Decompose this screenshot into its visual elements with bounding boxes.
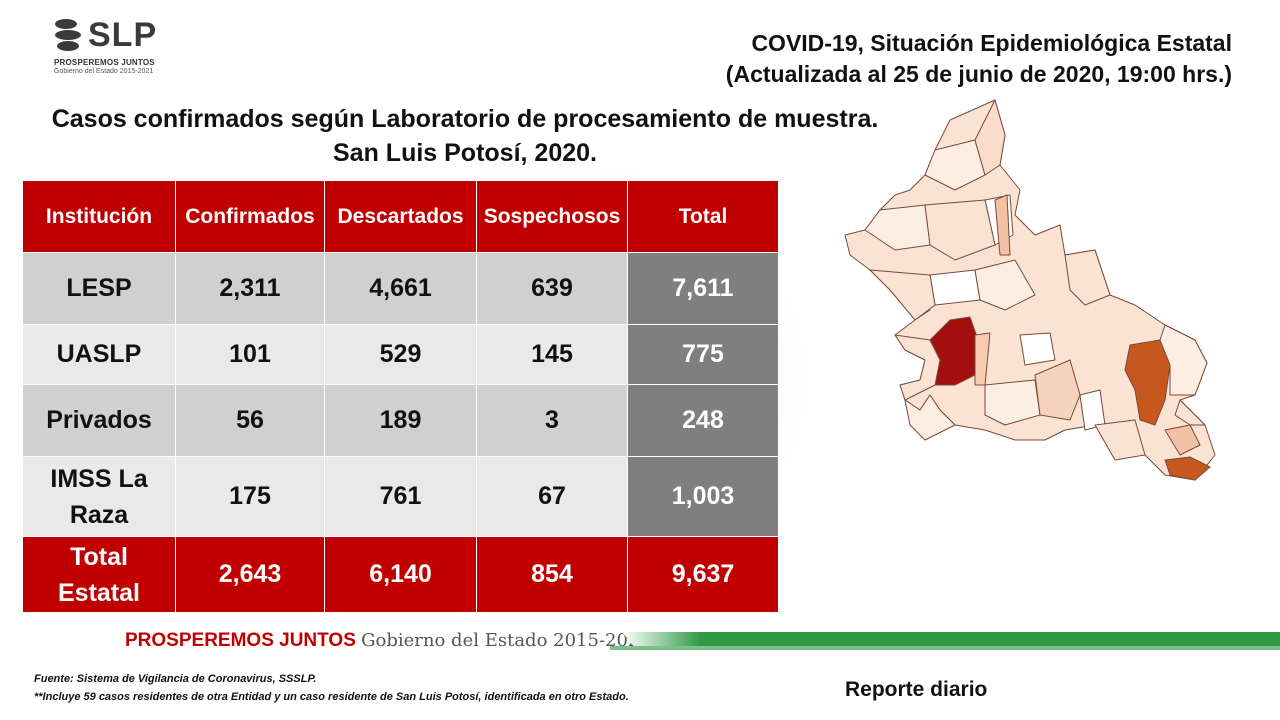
cell-sospechosos: 67 (476, 456, 628, 537)
cell-descartados: 4,661 (324, 252, 477, 325)
map-municipality (974, 99, 1006, 176)
total-label-line-1: Total (70, 542, 128, 571)
cell-sospechosos: 639 (476, 252, 628, 325)
map-municipality (869, 269, 936, 321)
logo-subline: Gobierno del Estado 2015-2021 (54, 68, 154, 75)
table-row: IMSS La Raza 175 761 67 1,003 (22, 456, 779, 537)
map-municipality (929, 269, 981, 306)
cell-sospechosos: 3 (476, 384, 628, 457)
source-notes: Fuente: Sistema de Vigilancia de Coronav… (34, 670, 629, 706)
header-line-1: COVID-19, Situación Epidemiológica Estat… (751, 30, 1232, 56)
header-confirmados: Confirmados (175, 180, 325, 253)
map-municipality (984, 379, 1041, 426)
map-municipality-high (1164, 456, 1211, 481)
footer-band: PROSPEREMOS JUNTOS Gobierno del Estado 2… (125, 630, 651, 652)
cell-institution-line-2: Raza (69, 500, 129, 529)
cell-total: 775 (627, 324, 779, 385)
map-municipality (994, 194, 1011, 256)
map-municipality (1174, 399, 1206, 426)
map-municipality (1034, 359, 1081, 421)
header-line-2: (Actualizada al 25 de junio de 2020, 19:… (725, 61, 1232, 87)
footer-green-bar (622, 632, 1280, 648)
table-row: UASLP 101 529 145 775 (22, 324, 779, 385)
cell-sospechosos: 145 (476, 324, 628, 385)
slp-logo: SLP PROSPEREMOS JUNTOS Gobierno del Esta… (50, 16, 170, 80)
map-municipality (1164, 424, 1201, 456)
note-text: **Incluye 59 casos residentes de otra En… (34, 691, 629, 703)
footer-band-red-text: PROSPEREMOS JUNTOS (125, 630, 356, 651)
cell-total-label: Total Estatal (22, 536, 176, 613)
cell-institution: Privados (22, 384, 176, 457)
table-total-row: Total Estatal 2,643 6,140 854 9,637 (22, 536, 779, 613)
map-municipality (924, 139, 986, 191)
map-municipality (904, 394, 956, 441)
map-municipality (864, 204, 931, 251)
cell-descartados: 529 (324, 324, 477, 385)
daily-report-label: Reporte diario (845, 678, 988, 701)
table-title-line-1: Casos confirmados según Laboratorio de p… (51, 105, 879, 133)
map-municipality (1159, 324, 1208, 396)
table-row: Privados 56 189 3 248 (22, 384, 779, 457)
cell-total-sospechosos: 854 (476, 536, 628, 613)
cell-total: 1,003 (627, 456, 779, 537)
table-row: LESP 2,311 4,661 639 7,611 (22, 252, 779, 325)
footer-green-line (610, 646, 1280, 650)
map-municipality (1094, 419, 1146, 461)
table-title-line-2: San Luis Potosí, 2020. (333, 139, 597, 167)
total-label-line-2: Estatal (58, 578, 140, 607)
cell-descartados: 761 (324, 456, 477, 537)
cell-total: 7,611 (627, 252, 779, 325)
header-total: Total (627, 180, 779, 253)
cell-confirmados: 175 (175, 456, 325, 537)
cell-confirmados: 56 (175, 384, 325, 457)
logo-tagline: PROSPEREMOS JUNTOS (54, 58, 155, 67)
lab-cases-table: Institución Confirmados Descartados Sosp… (22, 180, 779, 613)
logo-wordmark: SLP (88, 16, 158, 54)
source-text: Fuente: Sistema de Vigilancia de Coronav… (34, 673, 317, 685)
map-municipality (1064, 249, 1111, 306)
cell-descartados: 189 (324, 384, 477, 457)
cell-total-total: 9,637 (627, 536, 779, 613)
cell-confirmados: 101 (175, 324, 325, 385)
page-header: COVID-19, Situación Epidemiológica Estat… (726, 28, 1232, 90)
map-municipality (924, 199, 996, 261)
cell-total-descartados: 6,140 (324, 536, 477, 613)
cell-confirmados: 2,311 (175, 252, 325, 325)
map-municipality (894, 334, 941, 401)
cell-institution-line-1: IMSS La (50, 464, 148, 493)
cell-total: 248 (627, 384, 779, 457)
table-header-row: Institución Confirmados Descartados Sosp… (22, 180, 779, 253)
cell-institution: LESP (22, 252, 176, 325)
footer-band-gray-text: Gobierno del Estado 2015-2021 (361, 630, 651, 651)
header-descartados: Descartados (324, 180, 477, 253)
header-institucion: Institución (22, 180, 176, 253)
table-title: Casos confirmados según Laboratorio de p… (0, 102, 930, 170)
map-municipality (974, 259, 1036, 311)
cell-total-confirmados: 2,643 (175, 536, 325, 613)
map-municipality (1019, 332, 1056, 366)
slp-municipality-map (844, 99, 1216, 481)
cell-institution: IMSS La Raza (22, 456, 176, 537)
slp-logo-mark-icon (55, 19, 81, 51)
cell-institution: UASLP (22, 324, 176, 385)
header-sospechosos: Sospechosos (476, 180, 628, 253)
